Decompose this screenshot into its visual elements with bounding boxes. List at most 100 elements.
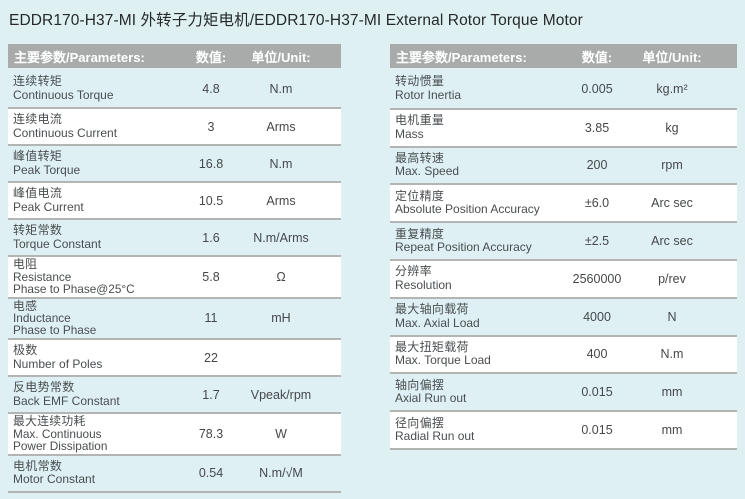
param-value: 0.015 — [581, 385, 613, 400]
header-unit: 单位/Unit: — [642, 49, 702, 65]
param-name-cn: 连续转矩 — [13, 74, 63, 88]
param-unit: Arc sec — [651, 196, 693, 211]
param-name-en: Number of Poles — [13, 356, 103, 371]
param-name-cn: 极数 — [13, 343, 38, 357]
spec-row: 极数 Number of Poles 22 — [8, 338, 341, 375]
param-value: 10.5 — [198, 193, 224, 208]
param-name-cn: 最大连续功耗 — [13, 414, 86, 429]
param-unit: Ω — [276, 269, 286, 284]
param-name: 转矩常数 Torque Constant — [8, 223, 185, 251]
param-value: 0.015 — [581, 423, 613, 438]
table-header: 主要参数/Parameters: 数值: 单位/Unit: — [390, 44, 737, 68]
param-name-en: Continuous Current — [13, 125, 118, 140]
param-name-cn: 重复精度 — [395, 226, 445, 241]
param-unit: Arc sec — [651, 234, 693, 249]
param-name-en: Axial Run out — [395, 391, 467, 406]
param-name-en: Rotor Inertia — [395, 87, 462, 102]
param-name-cn: 电机重量 — [395, 113, 445, 128]
param-name-en: Torque Constant — [13, 236, 102, 251]
param-value: 3.85 — [584, 120, 610, 135]
spec-row: 连续电流 Continuous Current 3 Arms — [8, 107, 341, 144]
param-name-cn: 连续电流 — [13, 112, 63, 126]
param-name: 连续电流 Continuous Current — [8, 112, 185, 140]
param-unit: W — [275, 426, 287, 441]
param-name: 连续转矩 Continuous Torque — [8, 74, 185, 102]
spec-row: 最高转速 Max. Speed 200 rpm — [390, 145, 737, 184]
param-name-en: Absolute Position Accuracy — [395, 202, 540, 217]
param-unit: N — [667, 309, 677, 324]
spec-row: 最大扭矩载荷 Max. Torque Load 400 N.m — [390, 334, 737, 373]
spec-row: 径向偏摆 Radial Run out 0.015 mm — [390, 410, 737, 448]
param-name-en: Continuous Torque — [13, 87, 114, 102]
param-name: 分辨率 Resolution — [390, 265, 561, 292]
param-name-cn: 最大轴向载荷 — [395, 302, 469, 317]
param-name-en: Inductance — [13, 311, 71, 326]
param-value: ±6.0 — [584, 196, 610, 211]
param-unit: mH — [271, 311, 291, 326]
param-name: 最大轴向载荷 Max. Axial Load — [390, 303, 561, 330]
table-header: 主要参数/Parameters: 数值: 单位/Unit: — [8, 44, 341, 68]
spec-table-left: 主要参数/Parameters: 数值: 单位/Unit: 连续转矩 Contin… — [8, 44, 341, 493]
spec-row: 电阻 Resistance Phase to Phase@25°C 5.8 Ω — [8, 255, 341, 297]
param-unit: kg — [665, 120, 679, 135]
param-name-en: Peak Torque — [13, 162, 81, 177]
param-value: 78.3 — [198, 426, 224, 441]
param-value: 5.8 — [202, 269, 220, 284]
spec-row: 反电势常数 Back EMF Constant 1.7 Vpeak/rpm — [8, 375, 341, 412]
param-unit: N.m/√M — [259, 466, 303, 480]
param-name-en: Peak Current — [13, 199, 84, 214]
spec-row: 电机重量 Mass 3.85 kg — [390, 107, 737, 146]
param-value: 4.8 — [202, 81, 220, 96]
param-name-cn: 分辨率 — [395, 264, 432, 279]
param-name: 峰值电流 Peak Current — [8, 186, 185, 214]
param-unit: rpm — [661, 158, 683, 173]
param-unit: mm — [661, 423, 683, 438]
param-name-en: Resistance — [13, 269, 72, 284]
param-name-cn: 轴向偏摆 — [395, 377, 445, 392]
param-value: 0.54 — [198, 466, 224, 480]
param-name-cn: 转矩常数 — [13, 223, 63, 237]
param-value: 1.7 — [202, 387, 220, 402]
param-unit: N.m — [660, 347, 684, 362]
spec-row: 轴向偏摆 Axial Run out 0.015 mm — [390, 372, 737, 411]
param-value: 0.005 — [581, 81, 613, 96]
param-name-en: Max. Torque Load — [395, 353, 491, 368]
param-name-cn: 电阻 — [13, 257, 38, 272]
page-title: EDDR170-H37-MI 外转子力矩电机/EDDR170-H37-MI Ex… — [9, 12, 583, 29]
param-name: 反电势常数 Back EMF Constant — [8, 380, 185, 408]
param-value: 11 — [204, 311, 218, 326]
spec-row: 转矩常数 Torque Constant 1.6 N.m/Arms — [8, 218, 341, 255]
param-name: 重复精度 Repeat Position Accuracy — [390, 226, 561, 255]
header-parameters: 主要参数/Parameters: — [396, 49, 527, 65]
param-name-cn: 最大扭矩载荷 — [395, 339, 469, 354]
header-parameters: 主要参数/Parameters: — [14, 49, 145, 65]
param-name-en: Max. Axial Load — [395, 315, 480, 330]
param-name-en: Back EMF Constant — [13, 393, 120, 408]
param-name-en: Radial Run out — [395, 429, 475, 444]
spec-row: 最大轴向载荷 Max. Axial Load 4000 N — [390, 296, 737, 335]
param-name-cn: 电机常数 — [13, 458, 63, 473]
param-name-cn: 峰值电流 — [13, 186, 63, 200]
param-value: 1.6 — [202, 230, 220, 245]
param-name-en: Resolution — [395, 277, 452, 292]
param-name: 最大连续功耗 Max. Continuous Power Dissipation — [8, 414, 185, 453]
header-value: 数值: — [195, 49, 227, 65]
param-name-cn: 转动惯量 — [395, 74, 445, 89]
param-name: 电机常数 Motor Constant — [8, 458, 185, 487]
param-name-cn: 电感 — [13, 298, 38, 313]
param-unit: kg.m² — [656, 81, 688, 96]
param-value: 3 — [207, 119, 215, 134]
param-name-en: Phase to Phase@25°C — [13, 281, 135, 296]
param-name-en: Phase to Phase — [13, 323, 97, 338]
param-name: 转动惯量 Rotor Inertia — [390, 75, 561, 102]
param-unit: N.m — [269, 81, 293, 96]
param-name: 峰值转矩 Peak Torque — [8, 149, 185, 177]
spec-row: 最大连续功耗 Max. Continuous Power Dissipation 78… — [8, 412, 341, 454]
param-unit: N.m/Arms — [253, 230, 309, 245]
spec-table-right: 主要参数/Parameters: 数值: 单位/Unit: 转动惯量 Rotor … — [390, 44, 737, 450]
param-unit: Arms — [266, 119, 296, 134]
param-name-cn: 反电势常数 — [13, 380, 75, 394]
param-name-en: Repeat Position Accuracy — [395, 240, 532, 255]
param-name-cn: 径向偏摆 — [395, 415, 445, 430]
param-name: 电阻 Resistance Phase to Phase@25°C — [8, 257, 185, 296]
